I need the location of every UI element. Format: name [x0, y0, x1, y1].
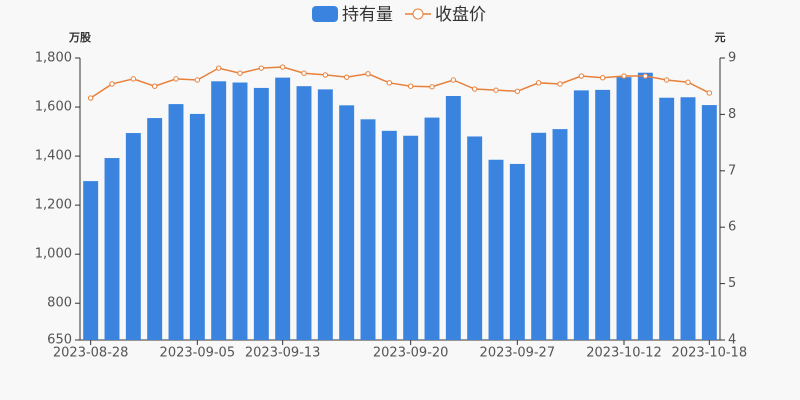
price-point — [514, 88, 521, 94]
price-point — [173, 76, 179, 82]
price-point — [599, 75, 606, 81]
y2-tick-label: 5 — [728, 276, 736, 291]
price-point — [215, 65, 222, 71]
price-point — [301, 70, 307, 76]
y-tick-label: 800 — [47, 296, 72, 311]
y-tick-label: 650 — [47, 333, 72, 348]
y2-tick-label: 9 — [728, 51, 736, 66]
y-tick-label: 1,000 — [35, 247, 72, 262]
bar — [317, 89, 333, 341]
y-tick-label: 1,200 — [35, 198, 72, 213]
bar — [211, 81, 227, 340]
bar — [253, 87, 269, 340]
price-point — [471, 86, 478, 92]
price-point — [322, 72, 329, 78]
price-point — [109, 81, 115, 87]
price-point — [557, 81, 563, 87]
bar — [168, 104, 184, 341]
y-tick-label: 1,600 — [35, 100, 72, 115]
y2-tick-label: 6 — [728, 220, 736, 235]
bar — [680, 97, 696, 341]
legend-swatch[interactable] — [312, 6, 338, 22]
bar — [531, 132, 547, 340]
price-point — [578, 73, 585, 79]
price-point — [685, 79, 691, 85]
bar — [637, 72, 653, 340]
price-point — [343, 74, 350, 80]
price-point — [365, 71, 371, 77]
bar — [83, 181, 99, 340]
price-point — [279, 64, 286, 70]
y-tick-label: 1,400 — [35, 149, 72, 164]
bar — [467, 136, 483, 340]
x-tick-label: 2023-09-20 — [373, 346, 449, 361]
bar — [147, 118, 163, 340]
bar — [403, 135, 419, 340]
x-tick-label: 2023-09-13 — [245, 346, 321, 361]
bar — [509, 163, 525, 340]
bar — [659, 97, 675, 340]
y2-tick-label: 7 — [728, 163, 736, 178]
price-point — [706, 90, 713, 96]
bar — [616, 77, 632, 340]
bar — [104, 158, 120, 340]
y2-tick-label: 8 — [728, 107, 736, 122]
price-point — [87, 95, 94, 101]
price-point — [194, 77, 201, 83]
x-tick-label: 2023-08-28 — [53, 346, 129, 361]
price-point — [258, 65, 265, 71]
price-point — [151, 83, 158, 89]
x-tick-label: 2023-10-12 — [586, 346, 662, 361]
bar — [595, 89, 611, 340]
price-line — [90, 66, 710, 99]
bar — [296, 86, 312, 340]
bar — [381, 130, 397, 340]
legend-label[interactable]: 收盘价 — [435, 5, 486, 25]
bar — [232, 82, 248, 341]
bar — [424, 117, 440, 340]
bar — [573, 90, 589, 340]
bar — [125, 133, 141, 340]
x-tick-label: 2023-09-27 — [480, 346, 556, 361]
x-tick-label: 2023-10-18 — [672, 346, 748, 361]
price-point — [535, 80, 542, 86]
price-point — [493, 87, 499, 93]
y-tick-label: 1,800 — [35, 51, 72, 66]
legend-swatch[interactable] — [412, 8, 424, 20]
bar — [701, 105, 717, 340]
legend-label[interactable]: 持有量 — [342, 5, 393, 25]
bar — [552, 129, 568, 340]
price-point — [386, 80, 393, 86]
bar — [189, 113, 205, 340]
price-point — [642, 73, 649, 79]
bar — [339, 105, 355, 340]
y2-tick-label: 4 — [728, 333, 736, 348]
bar — [445, 96, 461, 340]
bar — [275, 77, 291, 340]
price-point — [237, 70, 243, 76]
price-point — [450, 77, 457, 83]
x-tick-label: 2023-09-05 — [160, 346, 236, 361]
bar — [488, 159, 504, 340]
price-point — [407, 83, 414, 89]
bar — [360, 119, 376, 340]
y2-axis-unit: 元 — [715, 31, 726, 44]
price-point — [429, 84, 435, 90]
price-point — [663, 77, 670, 83]
price-point — [621, 73, 627, 79]
price-point — [130, 76, 137, 82]
y-axis-unit: 万股 — [68, 31, 92, 44]
